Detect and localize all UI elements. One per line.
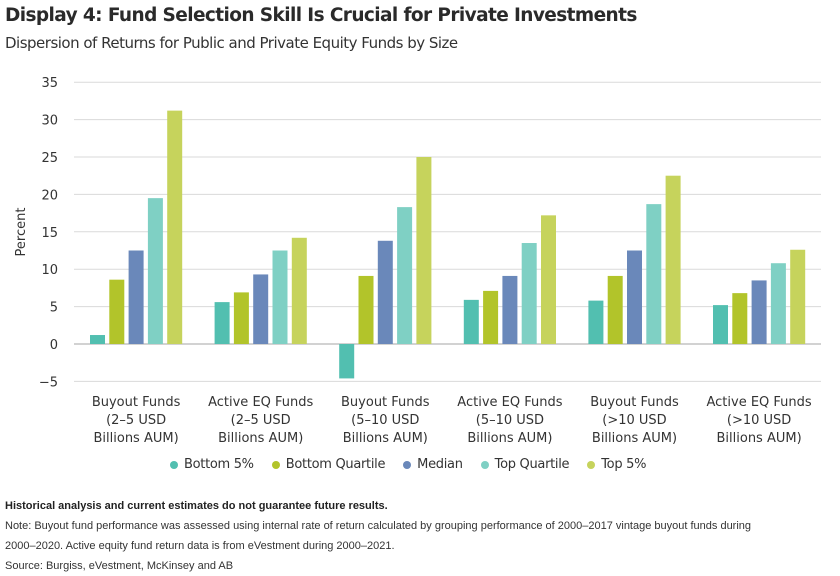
y-tick-label: 25 (41, 151, 58, 166)
y-tick-label: 10 (41, 263, 58, 278)
bar-bottom-quartile (233, 292, 249, 344)
bar-top-quartile (397, 207, 413, 344)
bar-top-quartile (770, 263, 786, 344)
disclaimer: Historical analysis and current estimate… (5, 500, 388, 512)
bar-top-5 (167, 110, 183, 345)
legend-dot-icon (170, 460, 178, 469)
y-tick-label: 30 (41, 114, 58, 129)
bar-median (751, 280, 767, 344)
chart-title: Display 4: Fund Selection Skill Is Cruci… (5, 5, 637, 26)
legend-label: Bottom 5% (184, 457, 254, 472)
bar-median (377, 240, 393, 344)
legend-dot-icon (587, 460, 596, 469)
legend-item: Median (403, 457, 463, 472)
bar-bottom-quartile (358, 275, 374, 344)
y-axis-ticks: 35 30 25 20 15 10 5 0 −5 (39, 76, 58, 390)
y-tick-label: 0 (50, 338, 58, 353)
chart-subtitle: Dispersion of Returns for Public and Pri… (5, 34, 458, 52)
bar-bottom-quartile (483, 290, 499, 344)
bar-bottom-quartile (732, 293, 748, 344)
note-line-2: 2000–2020. Active equity fund return dat… (5, 540, 395, 552)
legend-label: Top 5% (601, 457, 647, 472)
legend-item: Top Quartile (480, 457, 570, 472)
x-axis-labels: Buyout Funds (2–5 USD Billions AUM) Active … (92, 395, 812, 446)
y-tick-label: 20 (41, 188, 58, 203)
legend-label: Bottom Quartile (285, 457, 386, 472)
bar-bottom-quartile (109, 279, 125, 344)
legend-dot-icon (480, 460, 489, 469)
bar-top-5 (291, 237, 307, 344)
bar-top-5 (416, 157, 432, 344)
bar-top-quartile (646, 204, 662, 344)
y-tick-label: −5 (39, 375, 58, 390)
bar-median (627, 250, 642, 344)
x-category-label: Active EQ Funds (5–10 USD Billions AUM) (457, 395, 562, 446)
y-tick-label: 15 (41, 226, 58, 241)
x-category-label: Active EQ Funds (>10 USD Billions AUM) (706, 395, 811, 446)
bar-bottom-5 (214, 302, 230, 344)
x-category-label: Buyout Funds (5–10 USD Billions AUM) (341, 395, 430, 446)
legend-label: Top Quartile (494, 457, 570, 472)
bar-top-quartile (147, 198, 163, 344)
note-line-1: Note: Buyout fund performance was assess… (5, 520, 752, 532)
bar-top-quartile (272, 250, 288, 344)
y-tick-label: 5 (50, 301, 58, 316)
legend: Bottom 5% Bottom Quartile Median Top Quarti… (170, 457, 664, 472)
bar-top-5 (665, 175, 681, 344)
legend-item: Bottom 5% (170, 457, 254, 472)
bars (90, 110, 806, 379)
gridlines (74, 81, 821, 382)
x-category-label: Buyout Funds (>10 USD Billions AUM) (590, 395, 679, 446)
bar-bottom-5 (713, 305, 728, 344)
bar-median (502, 275, 518, 344)
bar-top-quartile (521, 243, 537, 344)
bar-bottom-5 (90, 335, 105, 344)
legend-dot-icon (271, 460, 280, 469)
y-axis-title: Percent (14, 208, 29, 257)
y-tick-label: 35 (41, 76, 58, 91)
legend-item: Top 5% (587, 457, 646, 472)
bar-top-5 (790, 249, 806, 344)
footer: Historical analysis and current estimate… (5, 496, 751, 576)
bar-top-5 (541, 215, 556, 344)
bar-bottom-quartile (607, 275, 623, 344)
legend-item: Bottom Quartile (271, 457, 386, 472)
x-category-label: Active EQ Funds (2–5 USD Billions AUM) (208, 395, 313, 446)
source: Source: Burgiss, eVestment, McKinsey and… (5, 560, 234, 572)
x-category-label: Buyout Funds (2–5 USD Billions AUM) (92, 395, 181, 446)
bar-bottom-5 (463, 299, 479, 344)
bar-median (253, 274, 269, 344)
legend-dot-icon (403, 460, 412, 469)
bar-median (128, 250, 144, 344)
legend-label: Median (417, 457, 463, 472)
bar-bottom-5 (588, 300, 604, 344)
bar-chart: 35 30 25 20 15 10 5 0 −5 Percent Buyout Funds (2–… (14, 76, 821, 446)
bar-bottom-5 (339, 344, 355, 379)
